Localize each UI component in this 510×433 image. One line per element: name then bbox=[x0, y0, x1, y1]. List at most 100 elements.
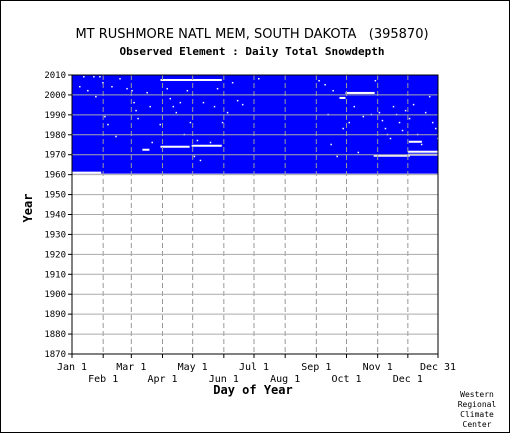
x-tick-label: Apr 1 bbox=[147, 374, 177, 385]
y-tick-label: 2010 bbox=[44, 71, 66, 81]
missing-segment bbox=[72, 171, 102, 174]
y-tick-label: 1970 bbox=[44, 151, 66, 161]
x-tick-label: Dec 31 bbox=[420, 362, 456, 373]
missing-day bbox=[420, 143, 423, 146]
missing-segment bbox=[373, 154, 410, 157]
missing-day bbox=[107, 123, 109, 126]
missing-day bbox=[434, 127, 437, 130]
missing-day bbox=[126, 87, 128, 90]
credit-line: Climate bbox=[460, 410, 494, 419]
missing-segment bbox=[339, 96, 346, 99]
chart-title: MT RUSHMORE NATL MEM, SOUTH DAKOTA (3958… bbox=[75, 27, 428, 42]
missing-day bbox=[83, 75, 85, 78]
x-tick-label: Nov 1 bbox=[363, 362, 393, 373]
missing-segment bbox=[408, 140, 422, 143]
y-tick-label: 1990 bbox=[44, 111, 66, 121]
missing-day bbox=[196, 139, 199, 142]
credit-block: Western Regional Climate Center bbox=[458, 390, 497, 429]
y-tick-label: 1960 bbox=[44, 171, 66, 181]
x-tick-label: Jul 1 bbox=[239, 362, 269, 373]
x-tick-label: Oct 1 bbox=[331, 374, 361, 385]
missing-day bbox=[378, 111, 381, 114]
missing-day bbox=[87, 89, 89, 92]
missing-day bbox=[213, 105, 216, 108]
missing-day bbox=[236, 99, 239, 102]
y-tick-label: 1910 bbox=[44, 270, 66, 280]
observed-data-block bbox=[72, 75, 438, 174]
missing-day bbox=[93, 75, 95, 78]
missing-day bbox=[151, 141, 153, 144]
credit-line: Western bbox=[460, 390, 494, 399]
missing-segment bbox=[142, 148, 150, 151]
missing-day bbox=[342, 127, 344, 130]
missing-segment bbox=[160, 145, 190, 148]
y-tick-label: 2000 bbox=[44, 91, 66, 101]
missing-day bbox=[119, 77, 121, 80]
missing-day bbox=[202, 101, 205, 104]
y-tick-label: 1880 bbox=[44, 330, 66, 340]
missing-day bbox=[221, 121, 224, 124]
x-tick-label: Sep 1 bbox=[301, 362, 331, 373]
x-tick-label: Mar 1 bbox=[116, 362, 146, 373]
y-tick-label: 1940 bbox=[44, 211, 66, 221]
missing-day bbox=[179, 101, 182, 104]
x-tick-label: Jun 1 bbox=[209, 374, 239, 385]
missing-day bbox=[258, 77, 260, 80]
missing-day bbox=[401, 129, 404, 132]
missing-day bbox=[384, 127, 387, 130]
x-tick-label: Jan 1 bbox=[57, 362, 87, 373]
missing-day bbox=[357, 151, 360, 154]
y-tick-label: 1920 bbox=[44, 250, 66, 260]
missing-day bbox=[137, 117, 139, 120]
missing-segment bbox=[345, 91, 375, 94]
chart-subtitle: Observed Element : Daily Total Snowdepth bbox=[120, 45, 385, 58]
credit-line: Center bbox=[463, 420, 492, 429]
missing-day bbox=[99, 75, 101, 78]
missing-day bbox=[330, 143, 332, 146]
missing-segment bbox=[191, 144, 222, 147]
missing-day bbox=[175, 111, 178, 114]
missing-day bbox=[111, 85, 113, 88]
missing-day bbox=[186, 89, 189, 92]
missing-day bbox=[189, 121, 192, 124]
missing-day bbox=[193, 155, 196, 158]
missing-day bbox=[332, 89, 334, 92]
missing-day bbox=[102, 81, 104, 84]
missing-day bbox=[241, 103, 244, 106]
missing-day bbox=[431, 121, 434, 124]
missing-day bbox=[231, 81, 234, 84]
missing-day bbox=[209, 141, 212, 144]
missing-day bbox=[389, 137, 392, 140]
missing-segment bbox=[407, 150, 438, 153]
missing-day bbox=[133, 101, 135, 104]
missing-day bbox=[149, 105, 151, 108]
missing-day bbox=[216, 87, 219, 90]
missing-day bbox=[412, 103, 415, 106]
missing-day bbox=[169, 97, 172, 100]
missing-day bbox=[146, 91, 148, 94]
x-axis-label: Day of Year bbox=[213, 383, 292, 397]
y-axis-label: Year bbox=[21, 194, 35, 223]
missing-segment bbox=[160, 78, 222, 81]
y-tick-label: 1950 bbox=[44, 191, 66, 201]
missing-day bbox=[95, 95, 97, 98]
missing-day bbox=[172, 105, 175, 108]
missing-day bbox=[398, 121, 401, 124]
missing-day bbox=[135, 109, 137, 112]
missing-day bbox=[104, 115, 106, 118]
x-tick-label: Dec 1 bbox=[393, 374, 423, 385]
y-tick-label: 1890 bbox=[44, 310, 66, 320]
missing-day bbox=[392, 105, 395, 108]
missing-day bbox=[159, 123, 161, 126]
missing-day bbox=[79, 85, 81, 88]
missing-day bbox=[336, 155, 338, 158]
missing-day bbox=[115, 135, 117, 138]
missing-day bbox=[324, 83, 326, 86]
missing-day bbox=[348, 121, 351, 124]
missing-day bbox=[318, 79, 320, 82]
x-tick-label: May 1 bbox=[178, 362, 208, 373]
missing-day bbox=[226, 111, 229, 114]
missing-day bbox=[374, 79, 377, 82]
missing-day bbox=[353, 105, 356, 108]
